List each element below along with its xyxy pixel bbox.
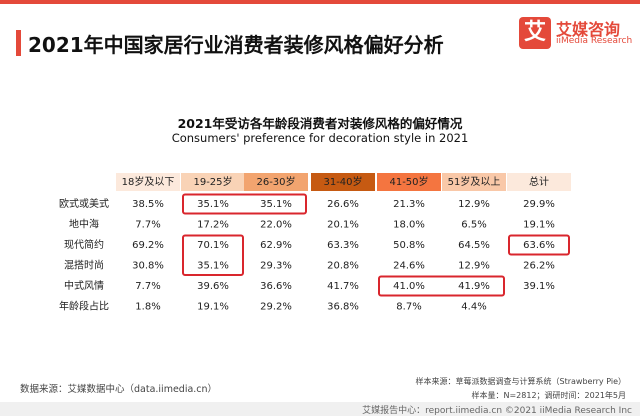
table-cell-value: 41.9% bbox=[458, 281, 490, 292]
sample-source-note: 样本来源：草莓派数据调查与计算系统（Strawberry Pie） bbox=[415, 377, 626, 386]
table-cell-value: 62.9% bbox=[260, 240, 292, 251]
highlight-box bbox=[508, 234, 570, 256]
column-header-label: 总计 bbox=[529, 175, 549, 188]
table-cell-value: 20.1% bbox=[327, 220, 359, 231]
footer-text: 艾媒报告中心：report.iimedia.cn ©2021 iiMedia R… bbox=[362, 406, 632, 416]
iimedia-logo-icon: 艾 bbox=[519, 17, 551, 49]
table-cell-value: 69.2% bbox=[132, 240, 164, 251]
column-header-label: 26-30岁 bbox=[256, 175, 295, 188]
chart-title: 2021年受访各年龄段消费者对装修风格的偏好情况 bbox=[177, 116, 463, 131]
table-cell-value: 38.5% bbox=[132, 199, 164, 210]
table-cell-value: 17.2% bbox=[197, 220, 229, 231]
table-cell-value: 7.7% bbox=[135, 220, 160, 231]
title-accent-mark bbox=[16, 30, 21, 56]
column-header-band bbox=[311, 173, 375, 191]
table-cell-value: 35.1% bbox=[197, 261, 229, 272]
table-cell-value: 20.8% bbox=[327, 261, 359, 272]
page-title: 2021年中国家居行业消费者装修风格偏好分析 bbox=[28, 33, 444, 57]
logo-cn-text: 艾媒咨询 bbox=[556, 20, 621, 39]
table-cell-value: 19.1% bbox=[523, 220, 555, 231]
table-cell-value: 64.5% bbox=[458, 240, 490, 251]
row-label: 地中海 bbox=[69, 218, 99, 231]
table-cell-value: 26.2% bbox=[523, 261, 555, 272]
column-header-band bbox=[244, 173, 308, 191]
table-cell-value: 8.7% bbox=[396, 302, 421, 313]
table-cell-value: 35.1% bbox=[197, 199, 229, 210]
preference-table-chart: 18岁及以下 19-25岁 26-30岁 31-40岁 41-50岁 51岁及以上 总计欧式… bbox=[59, 173, 571, 313]
table-cell-value: 22.0% bbox=[260, 220, 292, 231]
table-cell-value: 6.5% bbox=[461, 220, 486, 231]
table-cell-value: 70.1% bbox=[197, 240, 229, 251]
column-header-band bbox=[507, 173, 571, 191]
table-cell-value: 7.7% bbox=[135, 281, 160, 292]
row-label: 现代简约 bbox=[64, 238, 104, 251]
table-cell-value: 35.1% bbox=[260, 199, 292, 210]
table-cell-value: 19.1% bbox=[197, 302, 229, 313]
sample-size-note: 样本量：N=2812；调研时间：2021年5月 bbox=[471, 391, 627, 400]
table-cell-value: 63.3% bbox=[327, 240, 359, 251]
row-label: 混搭时尚 bbox=[64, 259, 104, 272]
column-header-band bbox=[442, 173, 506, 191]
column-header-band bbox=[377, 173, 441, 191]
table-cell-value: 50.8% bbox=[393, 240, 425, 251]
table-cell-value: 1.8% bbox=[135, 302, 160, 313]
highlight-box bbox=[182, 193, 307, 215]
column-header-label: 31-40岁 bbox=[323, 175, 362, 188]
row-label: 年龄段占比 bbox=[59, 300, 109, 313]
column-header-band bbox=[181, 173, 245, 191]
chart-subtitle: Consumers' preference for decoration sty… bbox=[171, 131, 469, 145]
column-header-label: 51岁及以上 bbox=[448, 175, 501, 188]
table-cell-value: 29.3% bbox=[260, 261, 292, 272]
table-cell-value: 24.6% bbox=[393, 261, 425, 272]
highlight-box bbox=[378, 275, 505, 297]
column-header-label: 41-50岁 bbox=[389, 175, 428, 188]
table-cell-value: 12.9% bbox=[458, 261, 490, 272]
table-cell-value: 41.0% bbox=[393, 281, 425, 292]
table-cell-value: 26.6% bbox=[327, 199, 359, 210]
table-cell-value: 21.3% bbox=[393, 199, 425, 210]
row-label: 欧式或美式 bbox=[59, 197, 109, 210]
column-header-band bbox=[116, 173, 180, 191]
table-cell-value: 39.1% bbox=[523, 281, 555, 292]
table-cell-value: 36.6% bbox=[260, 281, 292, 292]
data-source-note: 数据来源：艾媒数据中心（data.iimedia.cn） bbox=[20, 384, 218, 395]
row-label: 中式风情 bbox=[64, 279, 104, 292]
logo-en-text: iiMedia Research bbox=[556, 36, 633, 46]
table-cell-value: 30.8% bbox=[132, 261, 164, 272]
table-cell-value: 29.2% bbox=[260, 302, 292, 313]
table-cell-value: 18.0% bbox=[393, 220, 425, 231]
footer-bar: 艾媒报告中心：report.iimedia.cn ©2021 iiMedia R… bbox=[0, 402, 640, 416]
table-cell-value: 4.4% bbox=[461, 302, 486, 313]
table-cell-value: 63.6% bbox=[523, 240, 555, 251]
column-header-label: 18岁及以下 bbox=[122, 175, 175, 188]
table-cell-value: 36.8% bbox=[327, 302, 359, 313]
table-cell-value: 41.7% bbox=[327, 281, 359, 292]
table-cell-value: 12.9% bbox=[458, 199, 490, 210]
table-cell-value: 29.9% bbox=[523, 199, 555, 210]
top-accent-bar bbox=[0, 0, 640, 4]
column-header-label: 19-25岁 bbox=[193, 175, 232, 188]
table-cell-value: 39.6% bbox=[197, 281, 229, 292]
highlight-box bbox=[182, 234, 244, 276]
